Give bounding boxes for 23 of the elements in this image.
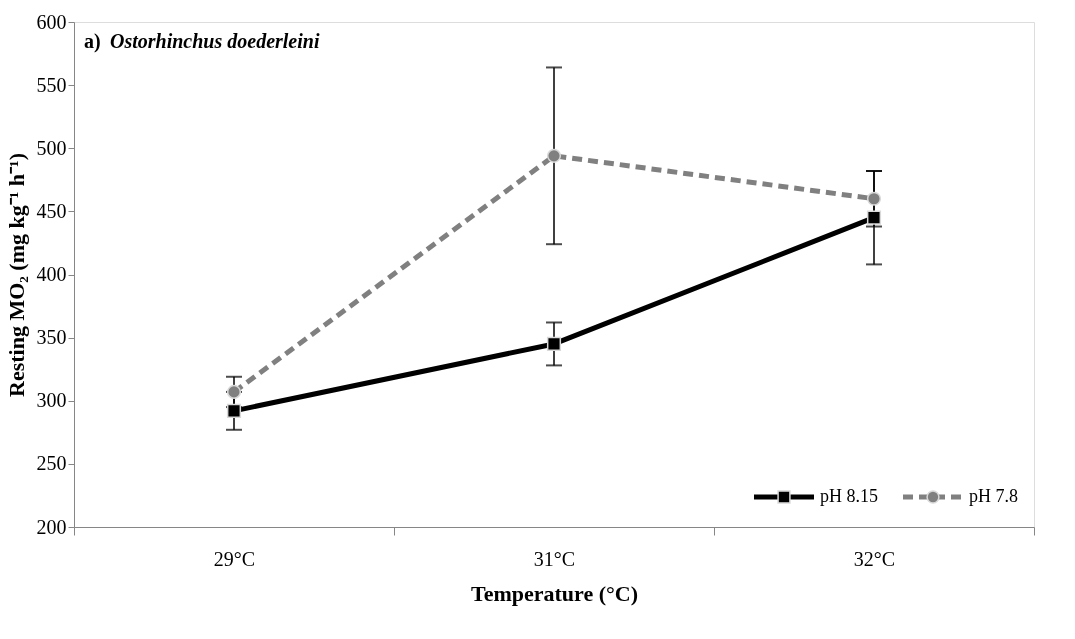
x-tick-label: 29°C: [213, 547, 256, 570]
y-tick-label: 250: [36, 452, 67, 475]
point: [226, 403, 242, 418]
x-axis-title: Temperature (°C): [470, 580, 639, 606]
point: [546, 336, 562, 352]
y-tick-label: 550: [36, 73, 67, 96]
x-tick-label: 32°C: [853, 547, 896, 570]
x-tick-label: 31°C: [533, 547, 576, 570]
point: [866, 191, 882, 206]
y-tick-label: 350: [36, 326, 67, 349]
y-axis-title: Resting MO₂ (mg kg⁻¹ h⁻¹): [3, 152, 29, 398]
y-tick-label: 200: [36, 515, 67, 538]
point: [866, 210, 882, 225]
y-tick-label: 600: [36, 10, 67, 33]
point: [226, 384, 242, 399]
y-tick-label: 450: [36, 199, 67, 222]
point: [546, 148, 562, 163]
y-tick-label: 300: [36, 389, 67, 412]
legend-label: pH 8.15: [820, 486, 878, 506]
y-tick-label: 400: [36, 263, 67, 285]
chart-title: a) Ostorhinchus doederleini: [84, 30, 320, 53]
legend-label: pH 7.8: [969, 486, 1018, 506]
y-tick-label: 500: [36, 136, 67, 159]
